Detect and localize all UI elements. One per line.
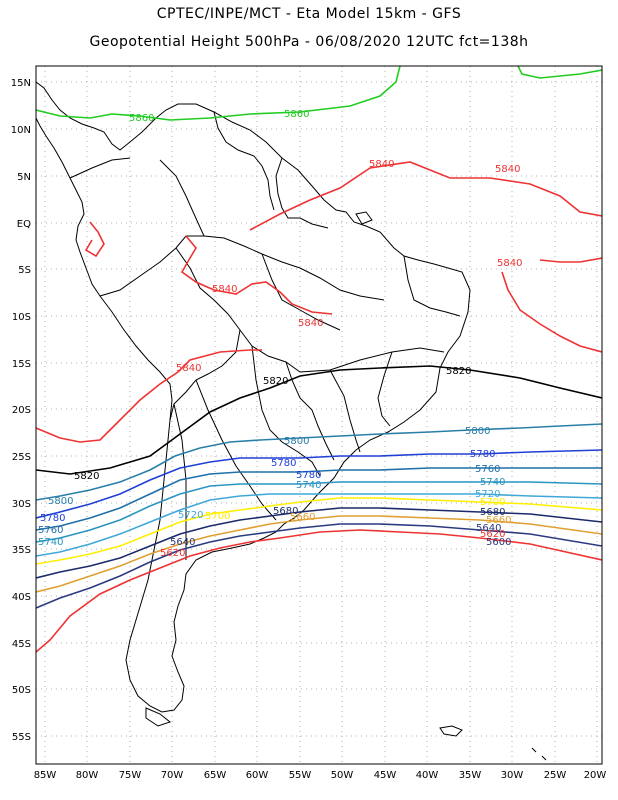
lat-label: 10S bbox=[12, 312, 31, 323]
contour-5840 bbox=[501, 271, 602, 353]
lon-label: 20W bbox=[584, 770, 607, 781]
contour-label: 5840 bbox=[369, 159, 394, 170]
contour-label: 5720 bbox=[475, 489, 500, 500]
lat-label: 15S bbox=[12, 359, 31, 370]
lat-label: 30S bbox=[12, 499, 31, 510]
contour-label: 5740 bbox=[38, 537, 63, 548]
lon-label: 40W bbox=[416, 770, 439, 781]
lat-label: 35S bbox=[12, 545, 31, 556]
contour-labels: 5860 5860 5840 5840 5840 5840 5840 5840 … bbox=[38, 109, 522, 559]
contour-label: 5760 bbox=[38, 525, 63, 536]
contour-5800 bbox=[36, 423, 602, 501]
lat-label: 5N bbox=[17, 172, 31, 183]
lon-label: 30W bbox=[501, 770, 524, 781]
lat-label: 50S bbox=[12, 685, 31, 696]
contour-5840 bbox=[84, 221, 105, 258]
contour-5740 bbox=[36, 481, 602, 543]
contour-label: 5640 bbox=[476, 523, 501, 534]
lat-label: 10N bbox=[11, 125, 31, 136]
lon-label: 45W bbox=[374, 770, 397, 781]
lon-label: 65W bbox=[204, 770, 227, 781]
contour-label: 5840 bbox=[298, 318, 323, 329]
lat-label: EQ bbox=[17, 219, 31, 230]
contour-label: 5660 bbox=[290, 512, 315, 523]
contour-5680 bbox=[36, 507, 602, 579]
lon-label: 85W bbox=[34, 770, 57, 781]
map-frame bbox=[35, 65, 603, 765]
lon-label: 50W bbox=[331, 770, 354, 781]
islands bbox=[145, 211, 547, 761]
contour-5820 bbox=[36, 365, 602, 475]
lat-label: 5S bbox=[18, 265, 31, 276]
contour-5840 bbox=[249, 161, 602, 231]
lat-label: 45S bbox=[12, 639, 31, 650]
contour-label: 5860 bbox=[284, 109, 309, 120]
lon-label: 70W bbox=[161, 770, 184, 781]
lat-label: 40S bbox=[12, 592, 31, 603]
lon-label: 35W bbox=[459, 770, 482, 781]
contour-label: 5660 bbox=[486, 515, 511, 526]
lon-label: 60W bbox=[246, 770, 269, 781]
contour-5840 bbox=[539, 257, 602, 263]
contour-label: 5720 bbox=[178, 510, 203, 521]
contour-label: 5700 bbox=[205, 511, 230, 522]
lat-label: 15N bbox=[11, 78, 31, 89]
contour-5620 bbox=[36, 529, 602, 653]
contour-5840 bbox=[36, 349, 262, 443]
contour-5660 bbox=[36, 515, 602, 593]
contour-label: 5840 bbox=[497, 258, 522, 269]
contour-label: 5820 bbox=[74, 471, 99, 482]
lat-label: 20S bbox=[12, 405, 31, 416]
map-title-line1: CPTEC/INPE/MCT - Eta Model 15km - GFS bbox=[156, 6, 462, 22]
contour-label: 5740 bbox=[480, 477, 505, 488]
contour-5780 bbox=[36, 449, 602, 519]
contour-label: 5780 bbox=[40, 513, 65, 524]
contour-label: 5860 bbox=[129, 113, 154, 124]
contour-label: 5700 bbox=[480, 497, 505, 508]
lon-label: 55W bbox=[289, 770, 312, 781]
lat-label: 25S bbox=[12, 452, 31, 463]
contour-label: 5840 bbox=[212, 284, 237, 295]
contour-5640 bbox=[36, 523, 602, 609]
contour-5760 bbox=[36, 467, 602, 531]
lon-label: 75W bbox=[119, 770, 142, 781]
contour-label: 5780 bbox=[470, 449, 495, 460]
map-title-line2: Geopotential Height 500hPa - 06/08/2020 … bbox=[89, 34, 529, 50]
lat-label: 55S bbox=[12, 732, 31, 743]
coastline bbox=[36, 81, 471, 713]
contour-label: 5800 bbox=[284, 436, 309, 447]
contour-label: 5640 bbox=[170, 537, 195, 548]
contour-5860 bbox=[517, 66, 602, 79]
contour-label: 5760 bbox=[475, 464, 500, 475]
lon-label: 25W bbox=[544, 770, 567, 781]
contour-5700 bbox=[36, 497, 602, 565]
contour-label: 5740 bbox=[296, 480, 321, 491]
contour-5840 bbox=[180, 235, 333, 315]
contour-label: 5840 bbox=[176, 363, 201, 374]
contour-label: 5780 bbox=[271, 458, 296, 469]
lon-label: 80W bbox=[76, 770, 99, 781]
contour-5860 bbox=[36, 66, 401, 121]
contour-label: 5620 bbox=[160, 548, 185, 559]
latitude-labels: 15N 10N 5N EQ 5S 10S 15S 20S 25S 30S 35S… bbox=[11, 78, 31, 743]
contour-label: 5800 bbox=[48, 496, 73, 507]
contour-label: 5840 bbox=[495, 164, 520, 175]
contour-label: 5820 bbox=[446, 366, 471, 377]
contour-label: 5780 bbox=[296, 470, 321, 481]
height-contours bbox=[36, 66, 602, 653]
contour-label: 5800 bbox=[465, 426, 490, 437]
contour-label: 5680 bbox=[480, 507, 505, 518]
contour-label: 5820 bbox=[263, 376, 288, 387]
longitude-labels: 85W 80W 75W 70W 65W 60W 55W 50W 45W 40W … bbox=[34, 770, 607, 781]
contour-label: 5600 bbox=[486, 537, 511, 548]
contour-label: 5620 bbox=[480, 529, 505, 540]
contour-5720 bbox=[36, 493, 602, 557]
contour-label: 5680 bbox=[273, 506, 298, 517]
